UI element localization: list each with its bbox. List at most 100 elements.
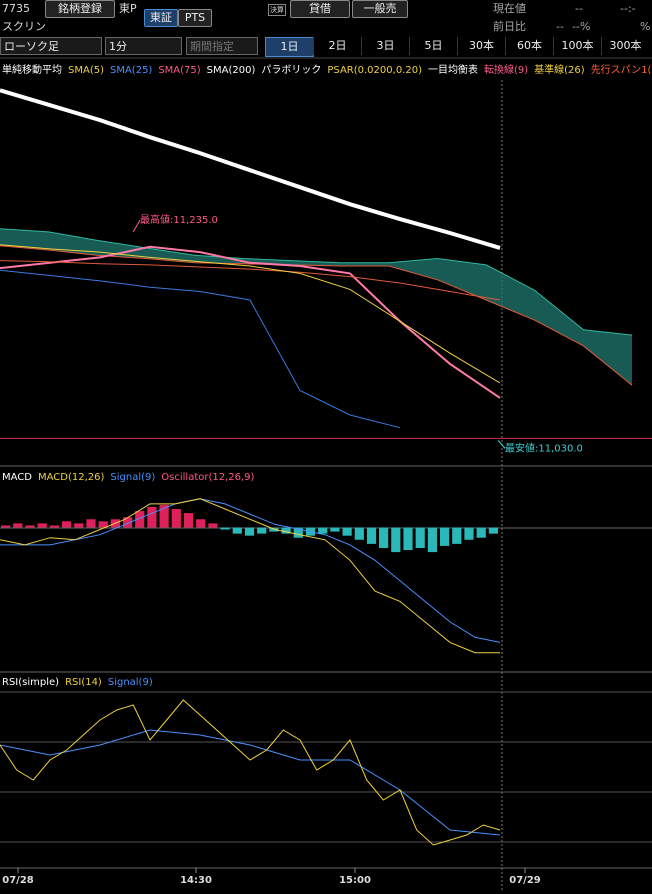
sell-button[interactable]: 一般売 — [352, 0, 408, 18]
interval-select[interactable]: 1分 — [105, 37, 182, 55]
change-extra: % — [640, 20, 651, 33]
oscillator-bar — [159, 504, 169, 528]
price-line — [0, 269, 401, 429]
oscillator-bar — [379, 527, 389, 548]
market-tab[interactable]: PTS — [178, 9, 212, 27]
oscillator-bar — [232, 527, 242, 534]
oscillator-bar — [1, 525, 11, 528]
oscillator-bar — [464, 527, 474, 540]
span-a-line — [0, 228, 633, 336]
change-label: 前日比 — [493, 20, 526, 33]
oscillator-bar — [354, 527, 364, 540]
register-button[interactable]: 銘柄登録 — [45, 0, 115, 18]
oscillator-bar — [452, 527, 462, 544]
legend-item: RSI(14) — [65, 677, 102, 688]
oscillator-bar — [318, 527, 328, 534]
span-b-line — [0, 245, 633, 386]
legend-item: SMA(75) — [158, 65, 201, 76]
legend-item: Oscillator(12,26,9) — [161, 472, 255, 483]
oscillator-bar — [25, 525, 35, 528]
oscillator-bar — [123, 517, 133, 528]
price-line — [0, 88, 501, 250]
oscillator-bar — [208, 523, 218, 528]
change-pct: --% — [572, 20, 591, 33]
range-tab[interactable]: 30本 — [457, 37, 505, 55]
macd-legend: MACD MACD(12,26) Signal(9) Oscillator(12,26… — [2, 471, 652, 485]
legend-item: SMA(5) — [68, 65, 104, 76]
range-tab[interactable]: 60本 — [505, 37, 553, 55]
price-legend: 単純移動平均 SMA(5) SMA(25) SMA(75) SMA(200) パラボリック… — [2, 64, 652, 78]
legend-item: MACD(12,26) — [37, 472, 105, 483]
legend-item: RSI(simple) — [2, 677, 60, 688]
range-tab[interactable]: 5日 — [409, 37, 457, 55]
rsi-line — [0, 699, 501, 846]
legend-item: Signal(9) — [107, 677, 153, 688]
oscillator-bar — [62, 521, 72, 528]
x-label: 07/28 — [2, 875, 34, 886]
oscillator-bar — [171, 509, 181, 528]
high-marker — [132, 219, 141, 233]
legend-item: Signal(9) — [110, 472, 156, 483]
period-select[interactable]: 期間指定 — [186, 37, 258, 55]
oscillator-bar — [293, 527, 303, 538]
macd-signal-line — [0, 498, 501, 643]
ichimoku-cloud — [0, 228, 632, 386]
current-time: --:- — [620, 2, 636, 15]
price-line — [0, 245, 501, 399]
oscillator-bar — [37, 523, 47, 528]
oscillator-bar — [488, 527, 498, 534]
x-label: 07/29 — [509, 875, 541, 886]
range-tab[interactable]: 1日 — [265, 37, 314, 57]
legend-item: 転換線(9) — [483, 65, 529, 76]
stock-name: スクリン — [2, 20, 46, 33]
oscillator-bar — [415, 527, 425, 548]
oscillator-bar — [98, 521, 108, 528]
lending-button[interactable]: 貸借 — [290, 0, 350, 18]
legend-item: 先行スパン1(2 — [590, 65, 652, 76]
current-label: 現在値 — [493, 2, 526, 15]
x-label: 14:30 — [180, 875, 212, 886]
legend-item: SMA(25) — [109, 65, 153, 76]
price-line — [0, 260, 501, 301]
legend-item: 基準線(26) — [534, 65, 585, 76]
low-label: 最安値:11,030.0 — [505, 441, 583, 454]
low-marker — [497, 440, 506, 449]
stock-code: 7735 — [2, 2, 30, 15]
oscillator-bar — [305, 527, 316, 536]
oscillator-bar — [257, 527, 267, 534]
oscillator-bar — [403, 527, 413, 551]
rsi-signal-line — [0, 729, 501, 836]
oscillator-bar — [147, 506, 157, 528]
range-tab[interactable]: 2日 — [313, 37, 361, 55]
rsi-legend: RSI(simple) RSI(14) Signal(9) — [2, 676, 652, 690]
oscillator-bar — [281, 527, 291, 534]
earnings-icon: 決算 — [268, 4, 286, 16]
oscillator-bar — [476, 527, 486, 538]
range-tab[interactable]: 100本 — [553, 37, 601, 55]
legend-item: SMA(200) — [206, 65, 256, 76]
legend-item: パラボリック — [261, 65, 322, 76]
x-label: 15:00 — [339, 875, 371, 886]
oscillator-bar — [110, 519, 120, 528]
oscillator-bar — [49, 525, 59, 528]
oscillator-bar — [86, 519, 96, 528]
macd-line — [0, 498, 500, 654]
market: 東P — [119, 2, 137, 15]
oscillator-bar — [183, 513, 194, 528]
oscillator-bar — [135, 511, 145, 528]
chart-type-select[interactable]: ローソク足 — [0, 37, 102, 55]
oscillator-bar — [342, 527, 352, 536]
oscillator-bar — [196, 519, 206, 528]
oscillator-bar — [427, 527, 437, 553]
current-value: -- — [575, 2, 583, 15]
range-tab[interactable]: 300本 — [601, 37, 649, 55]
price-line — [0, 244, 501, 384]
range-tab[interactable]: 3日 — [361, 37, 409, 55]
oscillator-bar — [74, 523, 84, 528]
change-value: -- — [556, 20, 564, 33]
oscillator-bar — [330, 527, 340, 532]
market-tab[interactable]: 東証 — [144, 9, 178, 27]
legend-item: 単純移動平均 — [2, 65, 62, 76]
high-label: 最高値:11,235.0 — [140, 213, 218, 226]
